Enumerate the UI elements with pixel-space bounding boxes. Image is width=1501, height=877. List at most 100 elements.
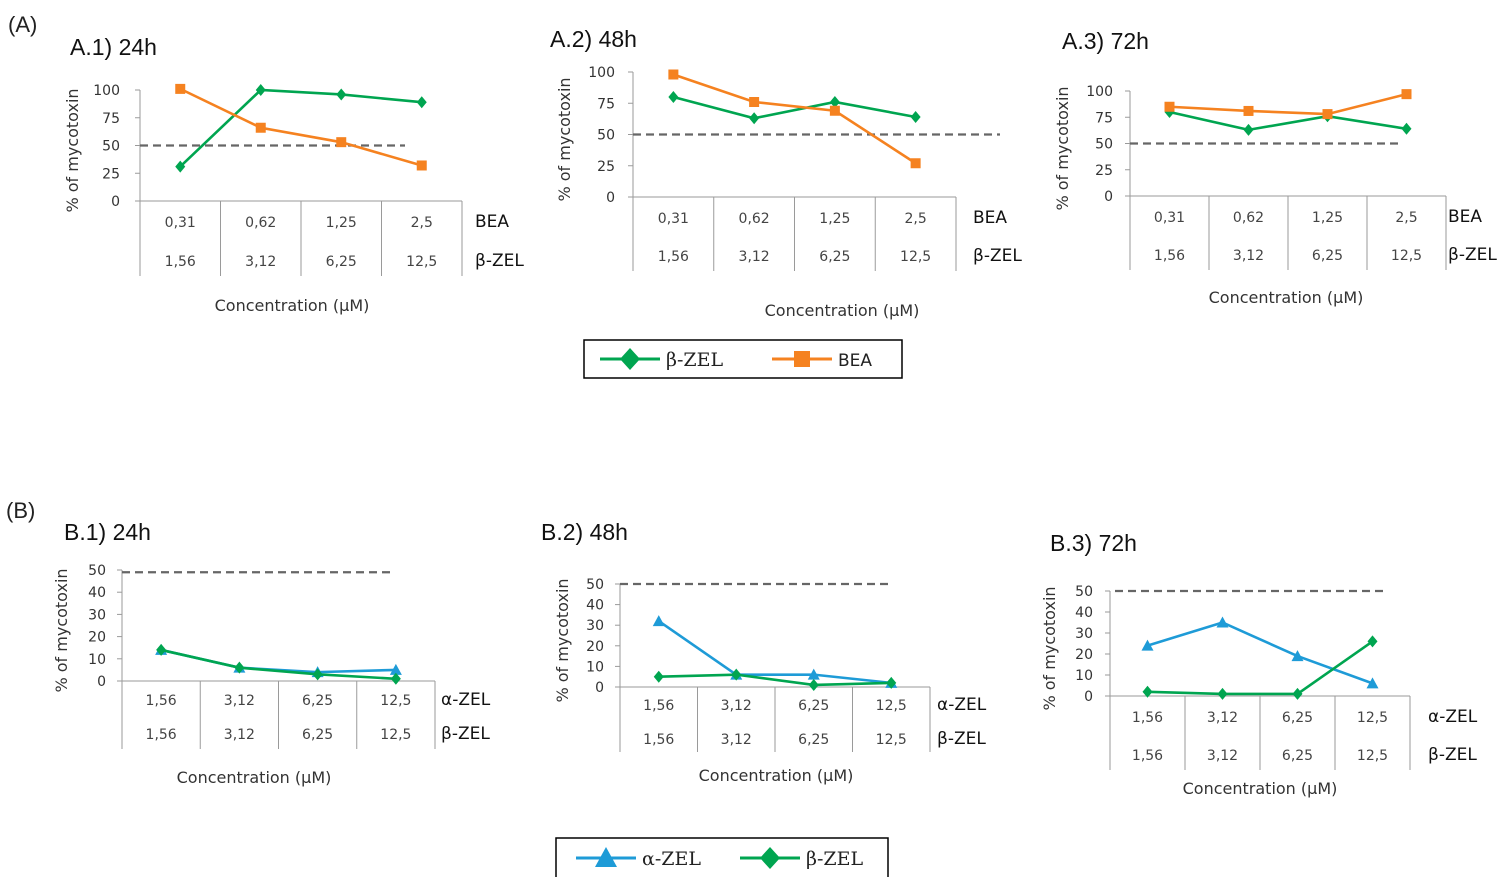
section-b-label: (B) xyxy=(6,498,36,523)
y-tick-label: 0 xyxy=(1084,689,1093,705)
category-label: 12,5 xyxy=(876,698,907,714)
y-tick-label: 40 xyxy=(88,585,106,601)
chart-5: B.2) 48h % of mycotoxin 0 10 20 30 40 50 1,56 3,1… xyxy=(541,519,987,785)
legend-square-marker xyxy=(794,351,810,367)
category-label: 2,5 xyxy=(904,211,926,227)
data-point xyxy=(1141,639,1154,651)
y-axis-label: % of mycotoxin xyxy=(63,88,82,212)
y-tick-label: 10 xyxy=(1075,668,1093,684)
data-point xyxy=(1291,650,1304,662)
data-point xyxy=(1142,685,1153,698)
chart-2: A.2) 48h % of mycotoxin 0 25 50 75 100 0,31 0,62… xyxy=(550,26,1022,320)
y-tick-label: 0 xyxy=(1104,189,1113,205)
data-point xyxy=(1401,89,1412,100)
data-point xyxy=(1164,101,1175,112)
data-point xyxy=(653,670,664,683)
y-tick-label: 30 xyxy=(1075,626,1093,642)
data-point xyxy=(1217,687,1228,700)
category-label: 12,5 xyxy=(900,249,931,265)
data-point xyxy=(175,83,186,94)
y-tick-label: 10 xyxy=(88,652,106,668)
y-tick-label: 75 xyxy=(1095,110,1113,126)
series-line xyxy=(1147,621,1373,685)
data-point xyxy=(749,97,760,107)
chart-3: A.3) 72h % of mycotoxin 0 25 50 75 100 0,31 0,62… xyxy=(1053,28,1497,307)
y-axis-label: % of mycotoxin xyxy=(553,578,572,702)
category-row-label: BEA xyxy=(475,212,509,232)
category-label: 3,12 xyxy=(721,732,752,748)
category-label: 1,56 xyxy=(643,732,674,748)
category-label: 3,12 xyxy=(1207,710,1238,726)
y-tick-label: 30 xyxy=(88,607,106,623)
data-point xyxy=(1366,677,1379,689)
data-point xyxy=(910,158,921,169)
category-label: 3,12 xyxy=(224,693,255,709)
y-tick-label: 25 xyxy=(597,159,615,175)
data-point xyxy=(416,96,427,109)
category-label: 6,25 xyxy=(1312,248,1343,264)
legend-diamond-marker xyxy=(760,847,780,869)
category-label: 1,25 xyxy=(819,211,850,227)
y-tick-label: 50 xyxy=(88,563,106,579)
series-line xyxy=(160,648,396,674)
data-point xyxy=(668,91,679,103)
data-point xyxy=(886,676,897,689)
legend-label: β-ZEL xyxy=(806,848,863,870)
category-label: 0,31 xyxy=(658,211,689,227)
category-label: 6,25 xyxy=(819,249,850,265)
category-label: 2,5 xyxy=(411,215,433,231)
category-label: 3,12 xyxy=(739,249,770,265)
legend-item: α-ZEL xyxy=(576,847,701,870)
category-label: 1,56 xyxy=(1132,710,1163,726)
data-point xyxy=(808,678,819,691)
y-tick-label: 20 xyxy=(1075,647,1093,663)
y-tick-label: 20 xyxy=(88,630,106,646)
data-point xyxy=(731,668,742,681)
y-tick-label: 40 xyxy=(1075,605,1093,621)
category-label: 2,5 xyxy=(1395,210,1417,226)
series-β-ZEL xyxy=(1164,106,1412,136)
y-tick-label: 40 xyxy=(586,598,604,614)
legend-item: BEA xyxy=(772,351,872,371)
y-tick-label: 0 xyxy=(595,680,604,696)
y-tick-label: 50 xyxy=(586,577,604,593)
category-label: 12,5 xyxy=(380,727,411,743)
category-label: 1,56 xyxy=(146,727,177,743)
y-tick-label: 50 xyxy=(1075,584,1093,600)
category-label: 12,5 xyxy=(876,732,907,748)
data-point xyxy=(1322,109,1333,120)
data-point xyxy=(829,96,840,108)
chart-1: A.1) 24h % of mycotoxin 0 25 50 75 100 0,31 0,62… xyxy=(63,34,524,315)
category-label: 12,5 xyxy=(1357,710,1388,726)
series-line xyxy=(179,88,422,168)
data-point xyxy=(1292,687,1303,700)
data-point xyxy=(652,615,665,627)
category-label: 3,12 xyxy=(1207,748,1238,764)
x-axis-label: Concentration (μM) xyxy=(699,766,854,785)
category-label: 3,12 xyxy=(1233,248,1264,264)
data-point xyxy=(336,137,347,148)
legend-a: β-ZEL BEA xyxy=(583,339,903,379)
y-tick-label: 30 xyxy=(586,618,604,634)
y-axis-label: % of mycotoxin xyxy=(1053,86,1072,210)
category-label: 6,25 xyxy=(302,727,333,743)
category-label: 1,25 xyxy=(1312,210,1343,226)
x-axis-label: Concentration (μM) xyxy=(177,768,332,787)
chart-title: B.2) 48h xyxy=(541,519,628,545)
x-axis-label: Concentration (μM) xyxy=(215,296,370,315)
legend-diamond-marker xyxy=(620,348,640,370)
category-label: 0,31 xyxy=(165,215,196,231)
series-α-ZEL xyxy=(1141,616,1379,689)
chart-6: B.3) 72h % of mycotoxin 0 10 20 30 40 50 1,56 3,1… xyxy=(1040,530,1478,798)
legend-label: BEA xyxy=(838,351,872,371)
data-point xyxy=(255,84,266,96)
y-axis-label: % of mycotoxin xyxy=(1040,586,1059,710)
legend-item: β-ZEL xyxy=(740,847,863,870)
data-point xyxy=(1367,635,1378,648)
data-point xyxy=(829,105,840,116)
data-point xyxy=(390,672,401,685)
y-tick-label: 0 xyxy=(97,674,106,690)
data-point xyxy=(1243,105,1254,116)
category-label: 12,5 xyxy=(406,254,437,270)
category-label: 6,25 xyxy=(326,254,357,270)
